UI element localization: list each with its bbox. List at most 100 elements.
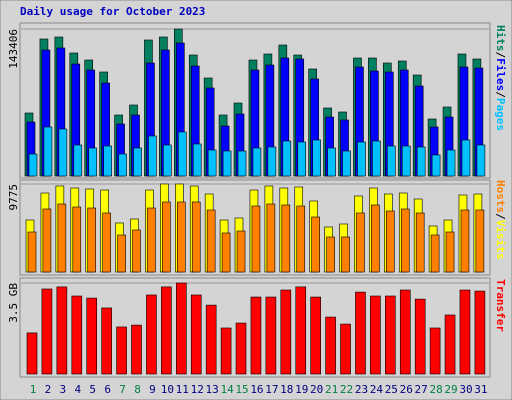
x-tick-label: 31: [474, 383, 487, 396]
bar: [56, 286, 68, 375]
x-tick-label: 18: [280, 383, 293, 396]
bar: [235, 322, 247, 375]
x-tick-label: 29: [444, 383, 457, 396]
bar: [341, 236, 350, 273]
bar: [163, 144, 172, 177]
bar: [387, 145, 396, 177]
x-tick-label: 24: [370, 383, 384, 396]
y-tick-label: 9775: [7, 184, 20, 211]
bar: [57, 203, 67, 273]
legend-separator: /: [494, 52, 507, 59]
bar: [147, 207, 156, 273]
bar: [280, 289, 292, 375]
bar: [325, 316, 336, 375]
bar: [327, 147, 336, 177]
bar: [281, 204, 291, 273]
bar: [250, 296, 262, 375]
bar: [132, 229, 141, 273]
bar: [267, 146, 277, 177]
bar: [86, 297, 98, 375]
x-tick-label: 3: [60, 383, 67, 396]
bar: [221, 232, 231, 273]
x-tick-label: 16: [250, 383, 263, 396]
bar: [265, 296, 277, 375]
bar: [148, 135, 157, 177]
legend-entry: Pages: [494, 98, 507, 131]
bar: [416, 146, 426, 177]
bar: [71, 295, 83, 375]
bar: [430, 234, 440, 273]
bar: [414, 298, 426, 375]
bar: [340, 323, 351, 375]
legend: Transfer: [494, 279, 507, 332]
x-tick-label: 2: [45, 383, 52, 396]
bar: [251, 205, 261, 273]
bar: [220, 327, 232, 375]
bar: [102, 212, 111, 273]
y-tick-label: 143406: [7, 29, 20, 69]
bar: [399, 289, 411, 375]
y-tick-label: 3.5 GB: [7, 283, 20, 323]
x-tick-label: 20: [310, 383, 323, 396]
bar: [43, 126, 53, 177]
bar: [266, 203, 276, 273]
bar: [282, 140, 292, 177]
bar: [237, 150, 247, 177]
bar: [206, 209, 216, 273]
bar: [310, 296, 321, 375]
bar: [356, 212, 365, 273]
x-tick-label: 27: [415, 383, 428, 396]
bar: [87, 207, 97, 273]
legend-separator: /: [494, 213, 507, 220]
x-tick-label: 21: [325, 383, 338, 396]
bar: [312, 139, 321, 177]
bar: [116, 326, 127, 375]
bar: [26, 332, 38, 375]
bar: [474, 290, 486, 375]
legend-separator: /: [494, 91, 507, 98]
x-tick-label: 11: [176, 383, 189, 396]
bar: [178, 131, 187, 177]
bar: [385, 295, 396, 375]
bar: [42, 208, 52, 273]
bar: [58, 128, 68, 177]
bar: [133, 147, 142, 177]
bar: [73, 144, 83, 177]
x-tick-label: 15: [235, 383, 248, 396]
bar: [205, 304, 217, 375]
bar: [445, 231, 455, 273]
x-tick-label: 14: [220, 383, 234, 396]
chart-title: Daily usage for October 2023: [20, 5, 205, 18]
legend-entry: Visits: [494, 220, 507, 260]
bar: [207, 149, 217, 177]
x-tick-label: 9: [149, 383, 156, 396]
bar: [461, 139, 471, 177]
bar: [429, 327, 441, 375]
x-tick-label: 8: [134, 383, 141, 396]
legend-entry: Files: [494, 58, 507, 91]
bar: [72, 206, 82, 273]
bar: [295, 286, 307, 375]
bar: [162, 201, 171, 273]
bar: [476, 144, 486, 177]
bar: [459, 289, 471, 375]
bar: [222, 150, 232, 177]
bar: [386, 210, 395, 273]
bar: [475, 209, 485, 273]
bar: [372, 140, 381, 177]
x-tick-label: 13: [206, 383, 219, 396]
x-tick-label: 25: [385, 383, 398, 396]
bar: [131, 324, 142, 375]
bar: [400, 208, 410, 273]
legend-entry: Hosts: [494, 180, 507, 213]
x-tick-label: 17: [265, 383, 278, 396]
bar: [415, 212, 425, 273]
x-tick-label: 30: [459, 383, 472, 396]
bar: [371, 204, 380, 273]
bar: [297, 141, 307, 177]
x-tick-label: 28: [429, 383, 442, 396]
bar: [460, 209, 470, 273]
x-tick-label: 19: [295, 383, 308, 396]
